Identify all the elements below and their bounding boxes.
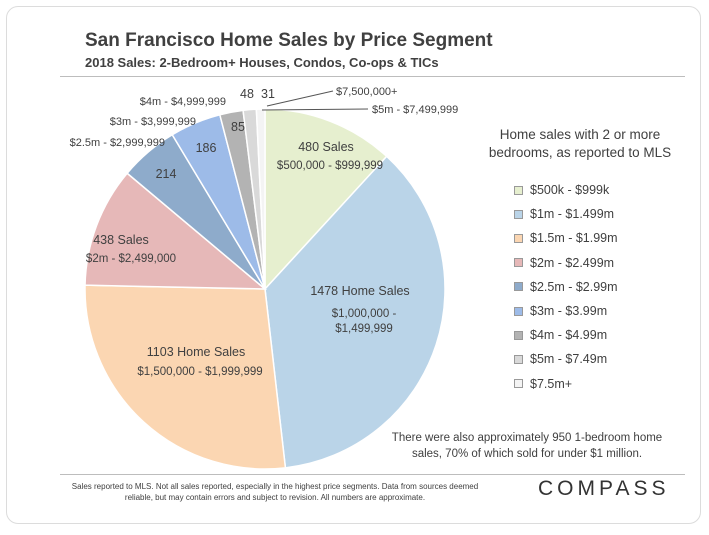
note-line: sales, 70% of which sold for under $1 mi… (411, 448, 643, 460)
legend-swatch (514, 233, 523, 243)
slice-range-label: $1,500,000 - $1,999,999 (137, 366, 262, 378)
legend-item: $7.5m+ (514, 372, 618, 396)
legend-item: $2m - $2.499m (514, 251, 618, 275)
pie-slices (84, 108, 446, 470)
chart-subtitle: 2018 Sales: 2-Bedroom+ Houses, Condos, C… (85, 55, 439, 70)
footnote-line: Sales reported to MLS. Not all sales rep… (71, 482, 479, 491)
legend-label: $1m - $1.499m (530, 207, 615, 222)
slice-value-label: 480 Sales (298, 140, 354, 154)
pie-slice (84, 284, 287, 470)
legend-label: $4m - $4.99m (530, 328, 608, 343)
slice-value-label: 438 Sales (93, 233, 149, 247)
legend-title: Home sales with 2 or more bedrooms, as r… (465, 126, 695, 162)
pie-slice (84, 172, 268, 290)
legend-swatch (514, 185, 523, 195)
slice-range-label: $2.5m - $2,999,999 (70, 137, 165, 149)
slice-value-label: 1103 Home Sales (147, 345, 245, 359)
pie-slice (264, 108, 388, 291)
legend-swatch (514, 258, 523, 268)
slice-range-label: $5m - $7,499,999 (372, 104, 458, 116)
chart-title: San Francisco Home Sales by Price Segmen… (85, 30, 493, 51)
slice-labels: 480 Sales $500,000 - $999,999 1478 Home Sa… (70, 86, 459, 378)
footer-divider (60, 474, 685, 475)
slice-range-label: $1,000,000 - (332, 308, 397, 320)
slice-value-label: 85 (231, 120, 245, 134)
legend-item: $4m - $4.99m (514, 323, 618, 347)
slice-range-label: $7,500,000+ (336, 86, 397, 98)
legend: $500k - $999k $1m - $1.499m $1.5m - $1.99m… (514, 178, 618, 396)
legend-item: $2.5m - $2.99m (514, 275, 618, 299)
legend-item: $500k - $999k (514, 178, 618, 202)
legend-item: $1m - $1.499m (514, 202, 618, 226)
legend-label: $2.5m - $2.99m (530, 279, 618, 294)
legend-item: $5m - $7.49m (514, 347, 618, 371)
slice-range-label: $1,499,999 (335, 323, 393, 335)
one-bedroom-note: There were also approximately 950 1-bedr… (362, 430, 692, 462)
legend-label: $2m - $2.499m (530, 255, 615, 270)
footnote-line: reliable, but may contain errors and sub… (124, 493, 426, 502)
slice-value-label: 214 (156, 167, 177, 181)
pie-slice (264, 155, 446, 469)
legend-title-line: Home sales with 2 or more (499, 127, 661, 142)
legend-swatch (514, 379, 523, 389)
note-line: There were also approximately 950 1-bedr… (391, 432, 663, 444)
legend-label: $7.5m+ (530, 376, 573, 391)
legend-label: $3m - $3.99m (530, 304, 608, 319)
slice-value-label: 31 (261, 87, 275, 101)
slice-range-label: $500,000 - $999,999 (277, 160, 383, 172)
legend-item: $1.5m - $1.99m (514, 226, 618, 250)
leader-lines (261, 90, 369, 111)
slice-range-label: $2m - $2,499,000 (86, 253, 176, 265)
legend-swatch (514, 354, 523, 364)
slice-value-label: 48 (240, 87, 254, 101)
slice-value-label: 186 (196, 141, 217, 155)
legend-swatch (514, 306, 523, 316)
leader-line (261, 108, 369, 111)
legend-swatch (514, 282, 523, 292)
footnote: Sales reported to MLS. Not all sales rep… (60, 481, 490, 503)
legend-label: $500k - $999k (530, 183, 610, 198)
legend-label: $1.5m - $1.99m (530, 231, 618, 246)
compass-logo: COMPASS (538, 477, 670, 500)
legend-item: $3m - $3.99m (514, 299, 618, 323)
legend-swatch (514, 330, 523, 340)
legend-label: $5m - $7.49m (530, 352, 608, 367)
slice-value-label: 1478 Home Sales (310, 284, 409, 298)
slice-range-label: $3m - $3,999,999 (110, 116, 196, 128)
slice-range-label: $4m - $4,999,999 (140, 96, 226, 108)
legend-title-line: bedrooms, as reported to MLS (488, 145, 672, 160)
pie-slice (255, 108, 266, 290)
leader-line (266, 90, 334, 107)
header-divider (60, 76, 685, 77)
legend-swatch (514, 209, 523, 219)
